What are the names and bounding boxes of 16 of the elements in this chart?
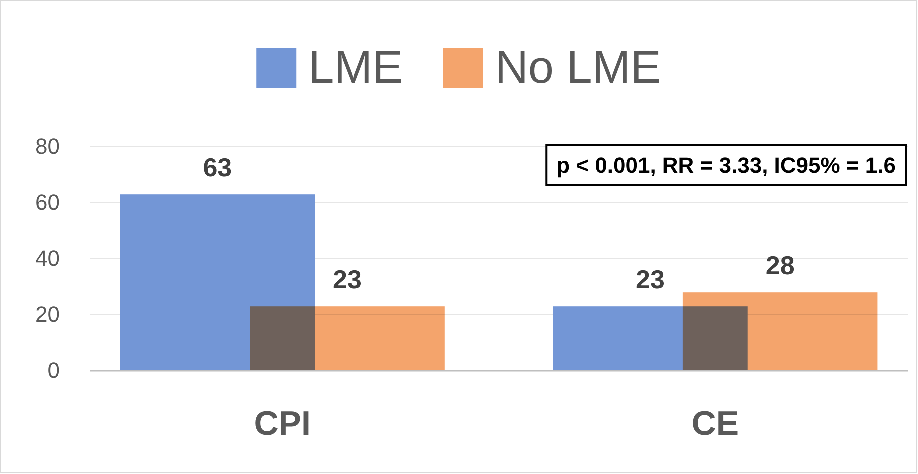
- data-label: 28: [766, 250, 795, 281]
- y-tick-label: 60: [36, 190, 60, 216]
- legend-label: LME: [308, 41, 404, 93]
- bar: [250, 306, 445, 371]
- y-tick-label: 80: [36, 134, 60, 160]
- data-label: 23: [333, 264, 362, 295]
- x-tick-label: CE: [692, 405, 740, 444]
- data-label: 23: [636, 264, 665, 295]
- y-tick-label: 40: [36, 246, 60, 272]
- x-tick-label: CPI: [254, 405, 311, 444]
- bar: [682, 292, 878, 371]
- y-tick-label: 0: [48, 358, 60, 384]
- annotation: p < 0.001, RR = 3.33, IC95% = 1.6: [556, 153, 896, 178]
- data-label: 63: [203, 152, 232, 183]
- legend-label: No LME: [495, 41, 662, 93]
- y-tick-label: 20: [36, 302, 60, 328]
